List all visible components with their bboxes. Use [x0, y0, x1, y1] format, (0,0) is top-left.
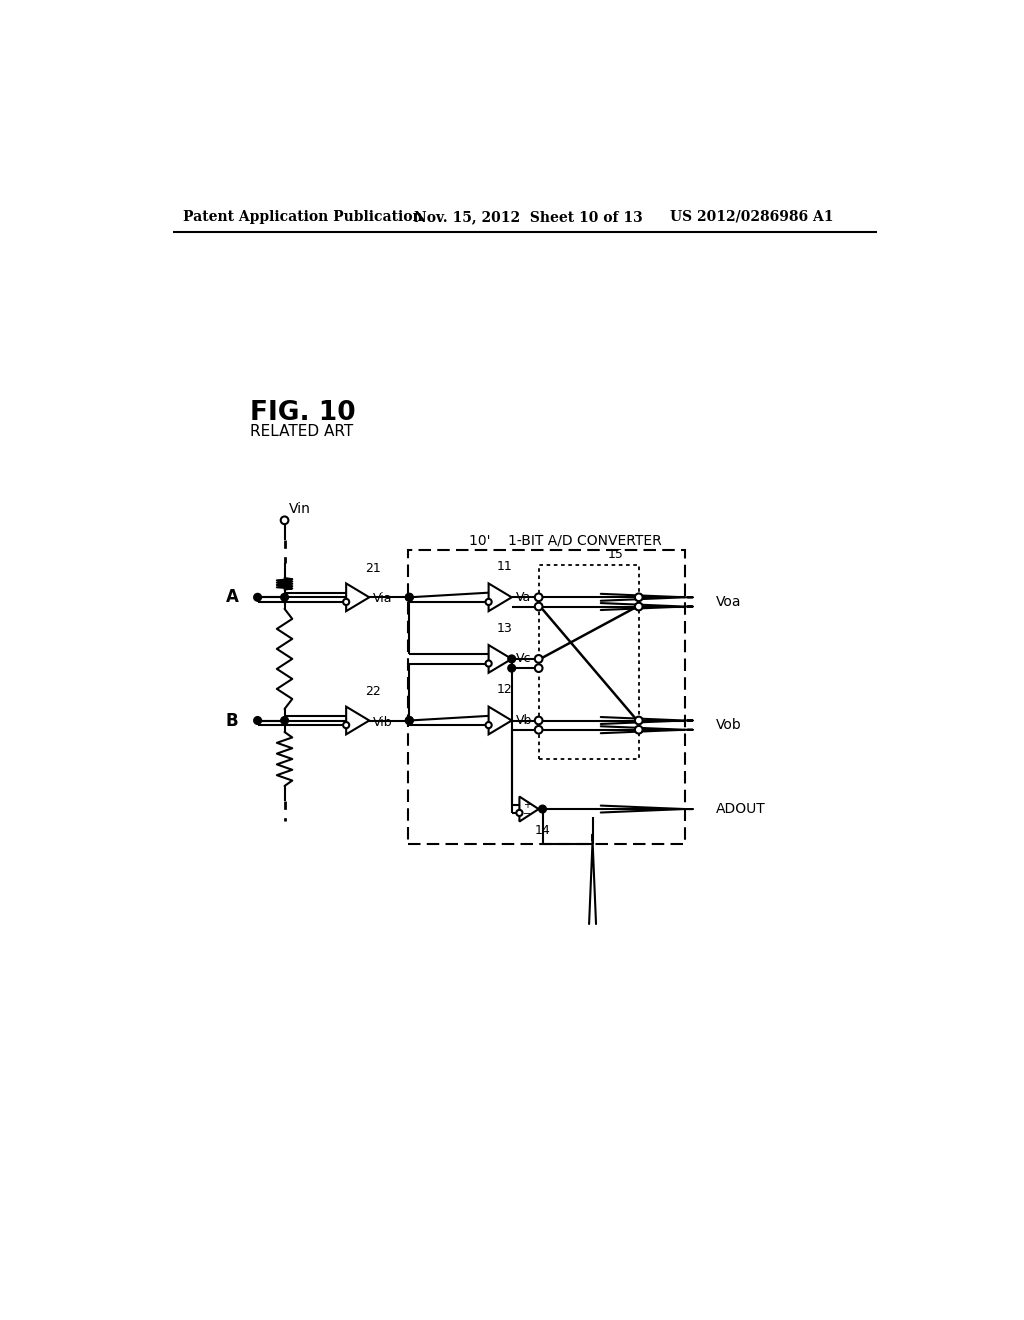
Text: 13: 13: [497, 622, 512, 635]
Text: Vb: Vb: [515, 714, 531, 727]
Text: +: +: [523, 800, 531, 810]
Circle shape: [535, 603, 543, 610]
Circle shape: [406, 717, 413, 725]
Text: Vob: Vob: [716, 718, 741, 733]
Circle shape: [635, 603, 643, 610]
Text: A: A: [225, 589, 239, 606]
Circle shape: [535, 726, 543, 734]
Circle shape: [535, 655, 543, 663]
Text: 15: 15: [608, 548, 624, 561]
Text: 22: 22: [366, 685, 381, 698]
Circle shape: [535, 717, 543, 725]
Text: 12: 12: [497, 684, 512, 696]
Circle shape: [635, 717, 643, 725]
Circle shape: [254, 717, 261, 725]
Circle shape: [508, 655, 515, 663]
Circle shape: [343, 722, 349, 729]
Text: US 2012/0286986 A1: US 2012/0286986 A1: [670, 210, 834, 224]
Circle shape: [485, 599, 492, 605]
Text: Nov. 15, 2012  Sheet 10 of 13: Nov. 15, 2012 Sheet 10 of 13: [414, 210, 643, 224]
Circle shape: [485, 660, 492, 667]
Circle shape: [539, 805, 547, 813]
Circle shape: [406, 594, 413, 601]
Text: 14: 14: [535, 824, 551, 837]
Circle shape: [281, 717, 289, 725]
Circle shape: [635, 594, 643, 601]
Text: 11: 11: [497, 560, 512, 573]
Circle shape: [516, 810, 522, 816]
Circle shape: [508, 664, 515, 672]
Text: Vc: Vc: [515, 652, 531, 665]
Text: Via: Via: [373, 593, 392, 606]
Text: ADOUT: ADOUT: [716, 803, 766, 816]
Circle shape: [406, 717, 413, 725]
Text: B: B: [225, 711, 239, 730]
Bar: [408, 549, 685, 843]
Circle shape: [343, 599, 349, 605]
Text: Patent Application Publication: Patent Application Publication: [183, 210, 423, 224]
Text: RELATED ART: RELATED ART: [250, 424, 353, 440]
Text: 21: 21: [366, 561, 381, 574]
Circle shape: [281, 516, 289, 524]
Bar: [539, 565, 639, 759]
Circle shape: [535, 594, 543, 601]
Text: Vib: Vib: [373, 715, 393, 729]
Circle shape: [254, 594, 261, 601]
Circle shape: [485, 722, 492, 729]
Text: FIG. 10: FIG. 10: [250, 400, 355, 425]
Text: 10'    1-BIT A/D CONVERTER: 10' 1-BIT A/D CONVERTER: [469, 533, 663, 548]
Circle shape: [406, 594, 413, 601]
Circle shape: [535, 664, 543, 672]
Text: Voa: Voa: [716, 595, 741, 609]
Circle shape: [281, 594, 289, 601]
Text: −: −: [523, 809, 531, 818]
Circle shape: [635, 726, 643, 734]
Text: Vin: Vin: [289, 502, 310, 516]
Text: Va: Va: [515, 591, 530, 603]
